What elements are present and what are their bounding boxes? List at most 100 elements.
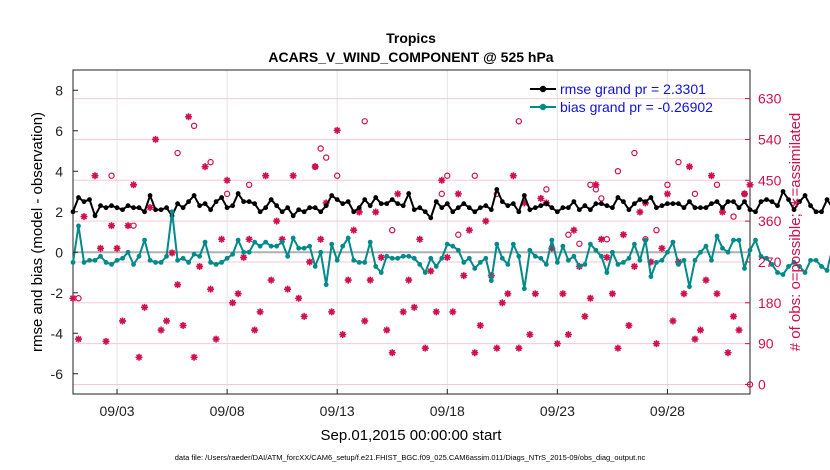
bias-data-point [665, 249, 670, 255]
rmse-data-point [345, 199, 351, 205]
rmse-data-point [417, 205, 423, 211]
y2-tick-label: 540 [758, 131, 782, 147]
obs-assimilated-marker [251, 326, 259, 334]
bias-data-point [532, 253, 538, 259]
y-axis-label: rmse and bias (model - observation) [29, 112, 46, 352]
bias-data-point [323, 282, 329, 288]
plot-frame [72, 69, 751, 395]
y2-tick-label: 180 [758, 295, 782, 311]
bias-data-point [714, 233, 720, 239]
obs-assimilated-marker [548, 244, 556, 252]
bias-data-point [213, 262, 219, 267]
bias-data-point [307, 243, 313, 249]
obs-assimilated-marker [449, 308, 457, 316]
bias-data-point [565, 257, 571, 263]
rmse-data-point [676, 201, 681, 207]
obs-assimilated-marker [339, 331, 347, 339]
obs-assimilated-marker [724, 349, 732, 357]
rmse-data-point [312, 205, 318, 211]
bias-data-point [444, 241, 450, 247]
y-axis-right: 0 90 180 270 360 450 540 630 [745, 91, 782, 392]
rmse-data-point [373, 195, 379, 200]
bias-data-point [120, 255, 125, 261]
bias-data-point [499, 255, 505, 261]
y-tick-label: -6 [51, 366, 64, 382]
rmse-data-point [615, 195, 621, 200]
obs-assimilated-marker [108, 222, 116, 230]
rmse-data-point [461, 201, 467, 207]
obs-possible-marker [675, 158, 682, 166]
rmse-data-point [543, 201, 549, 207]
rmse-data-point [274, 203, 280, 209]
obs-possible-marker [543, 186, 550, 193]
bias-data-point [109, 262, 114, 267]
obs-assimilated-marker [460, 272, 468, 280]
rmse-data-point [797, 199, 802, 205]
bias-data-point [147, 257, 153, 263]
obs-assimilated-marker [559, 290, 567, 298]
bias-data-point [197, 253, 202, 259]
y2-tick-label: 90 [758, 336, 774, 352]
obs-possible-marker [174, 149, 181, 157]
rmse-data-point [687, 199, 692, 205]
obs-possible-marker [317, 145, 324, 152]
bias-data-point [422, 270, 428, 275]
obs-assimilated-marker [97, 244, 105, 252]
obs-assimilated-marker [482, 217, 490, 225]
obs-assimilated-marker [729, 312, 737, 320]
obs-assimilated-marker [355, 208, 363, 216]
obs-assimilated-marker [636, 208, 644, 216]
obs-assimilated-marker [388, 349, 396, 357]
rmse-data-point [725, 199, 731, 205]
rmse-data-point [213, 199, 219, 205]
obs-assimilated-marker [471, 349, 479, 357]
rmse-data-point [499, 199, 505, 205]
obs-assimilated-marker [207, 285, 215, 293]
bias-data-point [180, 255, 186, 261]
obs-assimilated-marker [597, 235, 605, 243]
rmse-data-point [241, 199, 247, 205]
bias-data-point [604, 270, 610, 275]
obs-assimilated-marker [509, 172, 517, 180]
rmse-data-point [219, 195, 225, 200]
bias-data-point [345, 235, 351, 241]
y-tick-label: 0 [55, 244, 63, 260]
rmse-data-point [290, 213, 296, 219]
bias-data-point [131, 262, 136, 267]
bias-data-point [758, 253, 764, 259]
rmse-data-point [356, 205, 362, 211]
rmse-data-point [191, 193, 197, 198]
rmse-data-point [433, 199, 439, 205]
bias-data-point [637, 257, 643, 263]
bias-data-point [406, 253, 412, 259]
rmse-data-point [395, 201, 401, 207]
rmse-data-point [125, 203, 131, 209]
rmse-data-point [791, 207, 797, 213]
obs-assimilated-marker [179, 321, 187, 329]
rmse-data-point [285, 205, 291, 211]
bias-data-point [230, 251, 236, 257]
rmse-data-point [775, 203, 780, 209]
obs-possible-marker [190, 122, 198, 130]
obs-assimilated-marker [328, 308, 336, 316]
obs-possible-marker [576, 240, 583, 247]
obs-assimilated-marker [196, 262, 204, 270]
obs-assimilated-marker [465, 226, 473, 234]
rmse-data-point [230, 203, 236, 209]
bias-data-point [439, 255, 445, 261]
bias-data-point [560, 243, 566, 249]
obs-assimilated-marker [691, 335, 699, 343]
bias-data-point [802, 270, 808, 275]
bias-data-point [769, 262, 775, 267]
bias-data-point [736, 237, 742, 243]
bias-data-point [125, 249, 131, 255]
rmse-data-point [307, 205, 313, 211]
bias-data-point [252, 239, 258, 245]
bias-data-point [268, 243, 274, 249]
bias-data-point [329, 241, 335, 247]
obs-assimilated-marker [625, 321, 633, 329]
obs-possible-marker [631, 149, 638, 157]
obs-assimilated-marker [630, 262, 638, 270]
x-tick-label: 09/08 [210, 403, 245, 419]
rmse-data-point [378, 201, 384, 207]
